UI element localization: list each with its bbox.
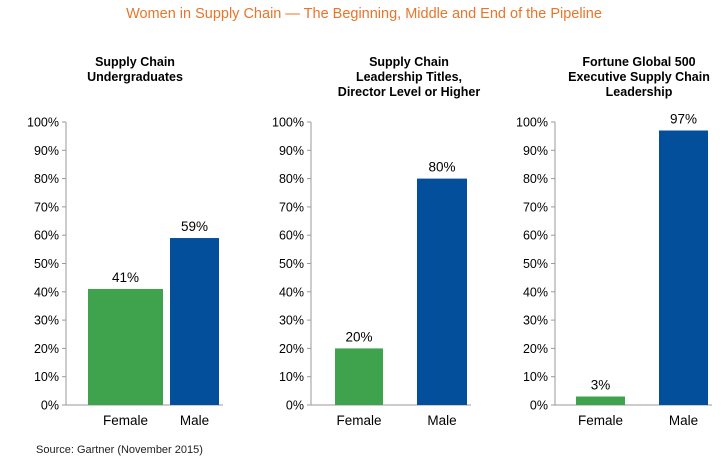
panel-3-y-tick-label: 40% [523, 285, 548, 299]
panel-3-title-line-3: Leadership [605, 85, 673, 99]
panel-2-y-tick-label: 60% [279, 229, 304, 243]
panel-3-y-tick-label: 30% [523, 314, 548, 328]
panel-1-bar-female [88, 288, 163, 405]
panel-2-title-line-2: Leadership Titles, [355, 70, 463, 84]
panel-2-title: Supply Chain Leadership Titles, Director… [294, 55, 524, 100]
panel-1-y-tick-label: 50% [34, 257, 59, 271]
panel-2-title-line-1: Supply Chain [369, 55, 449, 69]
panel-3-y-tick-label: 10% [523, 370, 548, 384]
panel-2-y-tick-label: 70% [279, 200, 304, 214]
panel-2-category-label-female: Female [336, 413, 381, 428]
panel-2-bar-male [417, 178, 467, 405]
panel-2-title-line-3: Director Level or Higher [337, 85, 481, 99]
panel-3-category-label-female: Female [578, 413, 623, 428]
panel-3-y-tick-label: 50% [523, 257, 548, 271]
panel-2-y-tick-label: 0% [286, 399, 304, 413]
panel-2-y-tick-label: 40% [279, 285, 304, 299]
panel-3-title-line-2: Executive Supply Chain [568, 70, 710, 84]
panel-1-y-tick-label: 70% [34, 200, 59, 214]
panel-1-y-tick-label: 30% [34, 314, 59, 328]
panel-2-data-label-female: 20% [345, 329, 372, 344]
chart-main-title: Women in Supply Chain — The Beginning, M… [126, 6, 602, 22]
panel-2-category-label-male: Male [427, 413, 456, 428]
panel-3-category-label-male: Male [669, 413, 698, 428]
panel-1-y-tick-label: 40% [34, 285, 59, 299]
panel-2-bar-female [335, 348, 383, 405]
panel-1-data-label-male: 59% [181, 219, 208, 234]
panel-3-y-tick-label: 100% [516, 116, 548, 130]
panel-3-data-label-male: 97% [670, 111, 697, 126]
panel-3-title: Fortune Global 500 Executive Supply Chai… [524, 55, 728, 100]
panel-3-y-tick-label: 0% [530, 399, 548, 413]
panel-1-title-line-2: Undergraduates [87, 70, 183, 84]
panel-1-y-tick-label: 20% [34, 342, 59, 356]
panel-2-y-tick-label: 10% [279, 370, 304, 384]
panel-3-y-tick-label: 90% [523, 144, 548, 158]
panel-1-title: Supply Chain Undergraduates [20, 55, 250, 85]
source-note: Source: Gartner (November 2015) [36, 444, 203, 456]
panel-1-y-tick-label: 90% [34, 144, 59, 158]
panel-3-data-label-female: 3% [591, 378, 611, 393]
panel-3-y-tick-label: 80% [523, 172, 548, 186]
panel-2-y-tick-label: 50% [279, 257, 304, 271]
panel-1-y-tick-label: 60% [34, 229, 59, 243]
panel-2-y-tick-label: 90% [279, 144, 304, 158]
panel-1-category-label-female: Female [103, 413, 148, 428]
panel-3-y-tick-label: 20% [523, 342, 548, 356]
panel-3-y-tick-label: 70% [523, 200, 548, 214]
panel-2-data-label-male: 80% [428, 160, 455, 175]
panel-1-y-tick-label: 0% [41, 399, 59, 413]
panel-1-y-tick-label: 80% [34, 172, 59, 186]
panel-2-y-tick-label: 30% [279, 314, 304, 328]
panel-2-y-tick-label: 20% [279, 342, 304, 356]
panel-3-title-line-1: Fortune Global 500 [582, 55, 696, 69]
panel-2-y-tick-label: 100% [272, 116, 304, 130]
panel-1-bar-male [170, 238, 219, 405]
panel-1-data-label-female: 41% [112, 270, 139, 285]
panel-1-title-line-1: Supply Chain [95, 55, 175, 69]
panel-2-y-tick-label: 80% [279, 172, 304, 186]
panel-1-y-tick-label: 100% [27, 116, 59, 130]
panel-1-y-tick-label: 10% [34, 370, 59, 384]
panel-3-bar-female [576, 396, 625, 405]
panel-1-category-label-male: Male [180, 413, 209, 428]
panel-3-y-tick-label: 60% [523, 229, 548, 243]
panel-3-bar-male [659, 130, 708, 406]
